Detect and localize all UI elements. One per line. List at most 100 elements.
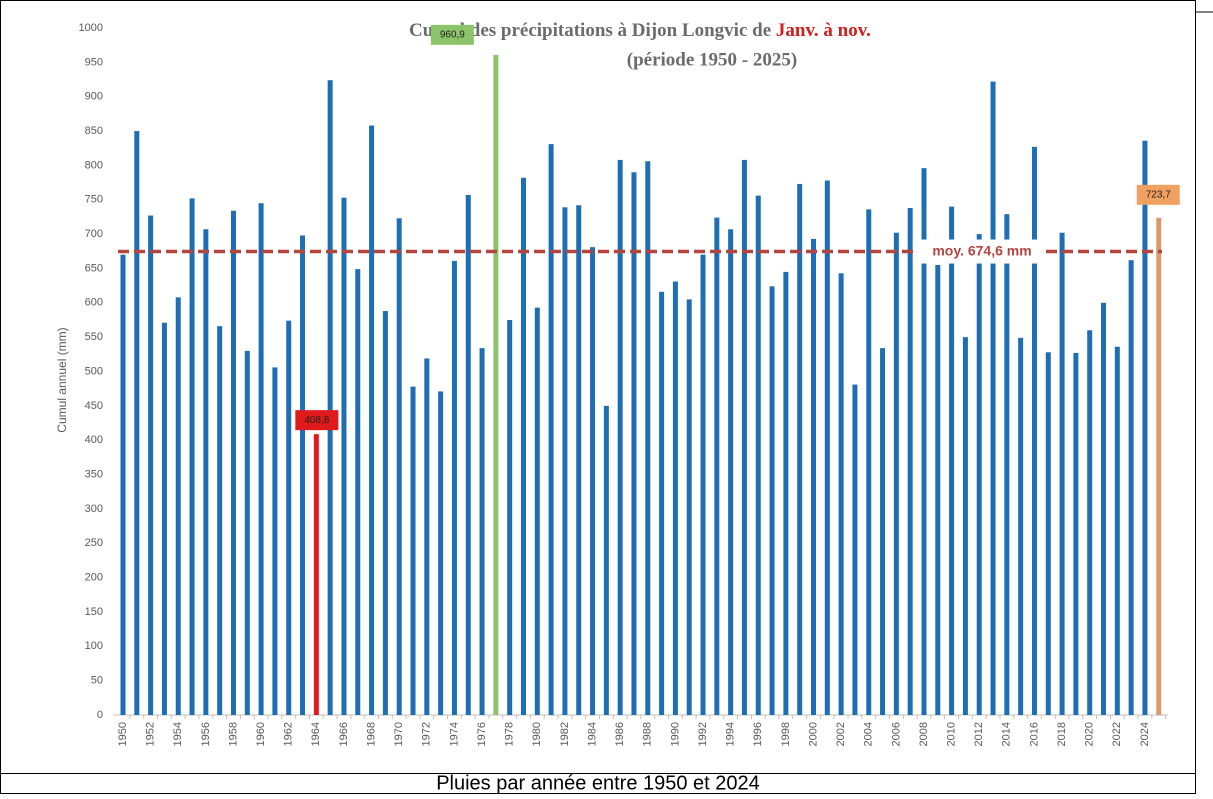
x-tick-label: 1992 (697, 722, 709, 746)
x-tick-label: 2002 (835, 722, 847, 746)
bar (134, 131, 140, 716)
bar (852, 384, 858, 715)
bar (424, 358, 430, 715)
x-tick-label: 1984 (586, 722, 598, 746)
bar (741, 159, 747, 716)
bar (382, 311, 388, 715)
y-tick-label: 250 (85, 537, 103, 549)
x-tick-label: 1986 (614, 722, 626, 746)
y-tick-label: 800 (85, 159, 103, 171)
x-tick-label: 1998 (780, 722, 792, 746)
value-label-box (430, 24, 474, 45)
x-tick-label: 1976 (476, 722, 488, 746)
caption: Pluies par année entre 1950 et 2024 (436, 772, 760, 794)
bar (769, 286, 775, 715)
y-tick-label: 750 (85, 194, 103, 206)
bar (686, 299, 692, 715)
bar (327, 80, 333, 716)
x-tick-label: 1980 (531, 722, 543, 746)
x-tick-label: 1968 (365, 722, 377, 746)
bar (217, 326, 223, 715)
x-tick-label: 1972 (421, 722, 433, 746)
bar (1101, 302, 1107, 715)
bar (175, 297, 181, 715)
x-tick-label: 1988 (642, 722, 654, 746)
bar (631, 172, 637, 715)
value-label-box (1136, 184, 1180, 205)
x-tick-label: 1956 (200, 722, 212, 746)
bar (617, 159, 623, 716)
x-tick-label: 2014 (1001, 722, 1013, 746)
bar (838, 273, 844, 715)
bar (1031, 146, 1037, 715)
bar (1018, 337, 1024, 715)
x-tick-label: 2006 (890, 722, 902, 746)
x-tick-label: 1978 (504, 722, 516, 746)
bar (189, 198, 195, 716)
bar (300, 235, 306, 715)
y-tick-label: 700 (85, 228, 103, 240)
x-tick-label: 1950 (117, 722, 129, 746)
y-tick-label: 100 (85, 640, 103, 652)
bar (824, 180, 830, 715)
y-tick-label: 400 (85, 434, 103, 446)
bar (714, 217, 720, 715)
bar (272, 367, 278, 715)
title-highlight: Janv. à nov. (776, 20, 871, 41)
x-tick-label: 1962 (283, 722, 295, 746)
bar (258, 203, 264, 715)
chart-subtitle: (période 1950 - 2025) (627, 49, 797, 70)
bar (548, 144, 554, 715)
x-tick-label: 1974 (448, 722, 460, 746)
bar (811, 238, 816, 715)
bar (962, 337, 968, 715)
title-part: Cumul des précipitations à Dijon Longvic… (409, 20, 776, 41)
bar (1059, 232, 1065, 715)
bar (341, 197, 347, 716)
y-tick-label: 850 (85, 125, 103, 137)
bar (479, 348, 485, 715)
mean-label: moy. 674,6 mm (932, 242, 1031, 258)
bar (907, 207, 913, 715)
y-tick-label: 600 (85, 297, 103, 309)
bar (576, 205, 582, 715)
y-tick-label: 450 (85, 400, 103, 412)
value-label: 723,7 (1146, 189, 1171, 200)
x-tick-label: 2008 (918, 722, 930, 746)
bar (590, 247, 596, 715)
bar (603, 405, 609, 715)
x-tick-label: 2004 (863, 722, 875, 746)
bar (949, 206, 955, 715)
bar (880, 348, 886, 715)
bar (148, 215, 154, 715)
bar (286, 320, 292, 715)
y-tick-label: 950 (85, 56, 103, 68)
x-tick-label: 1970 (393, 722, 405, 746)
x-tick-label: 2000 (807, 722, 819, 746)
x-tick-label: 2024 (1139, 722, 1151, 746)
x-tick-label: 1960 (255, 722, 267, 746)
x-tick-label: 1964 (310, 722, 322, 746)
x-tick-label: 1958 (227, 722, 239, 746)
bar (493, 54, 499, 716)
value-label-box (295, 410, 339, 431)
y-tick-label: 300 (85, 503, 103, 515)
bar (935, 265, 941, 715)
x-tick-label: 2016 (1028, 722, 1040, 746)
bar (797, 183, 803, 716)
y-tick-label: 50 (91, 675, 103, 687)
bar (534, 307, 540, 715)
chart-title: Cumul des précipitations à Dijon Longvic… (409, 20, 871, 41)
bar (438, 391, 444, 715)
bar (728, 229, 734, 715)
y-tick-label: 200 (85, 572, 103, 584)
x-tick-label: 1982 (559, 722, 571, 746)
y-tick-label: 1000 (79, 22, 103, 34)
bar (866, 209, 872, 716)
value-label: 960,9 (440, 30, 465, 41)
bar (672, 281, 678, 715)
bar (1114, 346, 1120, 715)
x-tick-label: 1952 (145, 722, 157, 746)
bar (507, 319, 513, 715)
